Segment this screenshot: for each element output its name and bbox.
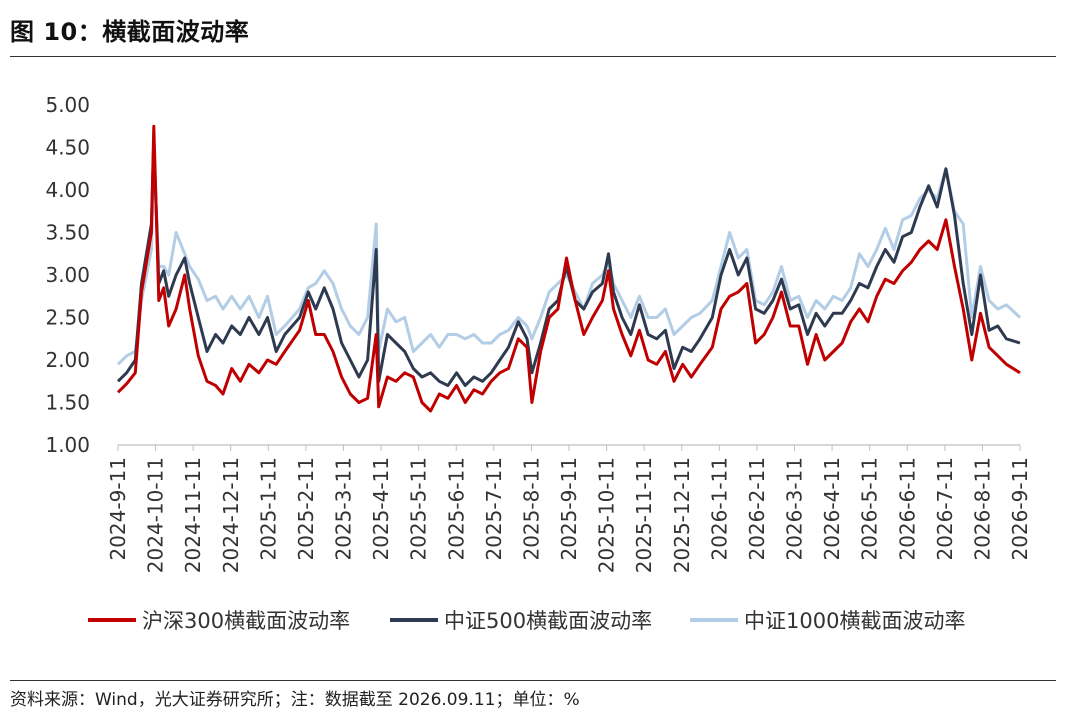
y-tick-label: 1.50: [45, 391, 90, 415]
x-tick-label: 2025-12-11: [670, 457, 694, 573]
x-tick-label: 2025-7-11: [482, 457, 506, 561]
y-tick-label: 2.50: [45, 306, 90, 330]
y-tick-label: 3.00: [45, 263, 90, 287]
x-tick-label: 2026-7-11: [933, 457, 957, 561]
series-line-0: [116, 124, 1021, 413]
x-tick-label: 2026-8-11: [970, 457, 994, 561]
series-line-1: [116, 137, 1021, 387]
figure-title: 图 10：横截面波动率: [10, 18, 250, 46]
y-tick-label: 4.00: [45, 178, 90, 202]
legend-label-2: 中证1000横截面波动率: [744, 609, 965, 633]
bottom-rule: [10, 680, 1056, 681]
x-tick-label: 2026-3-11: [783, 457, 807, 561]
x-tick-label: 2025-1-11: [256, 457, 280, 561]
y-tick-label: 3.50: [45, 221, 90, 245]
x-tick-label: 2025-9-11: [557, 457, 581, 561]
legend: 沪深300横截面波动率 中证500横截面波动率 中证1000横截面波动率: [88, 609, 965, 633]
y-tick-label: 5.00: [45, 93, 90, 117]
source-footnote: 资料来源：Wind，光大证券研究所；注：数据截至 2026.09.11；单位：%: [10, 690, 580, 710]
legend-label-1: 中证500横截面波动率: [444, 609, 652, 633]
line-chart: 1.00 1.50 2.00 2.50 3.00 3.50 4.00 4.50 5.00 202…: [45, 93, 1032, 633]
x-tick-label: 2025-8-11: [519, 457, 543, 561]
y-tick-label: 1.00: [45, 433, 90, 457]
x-tick-label: 2026-6-11: [895, 457, 919, 561]
x-axis-ticks: 2024-9-11 2024-10-11 2024-11-11 2024-12-11 2…: [106, 445, 1032, 573]
x-tick-label: 2025-3-11: [332, 457, 356, 561]
x-tick-label: 2024-9-11: [106, 457, 130, 561]
top-rule: [10, 56, 1056, 57]
x-tick-label: 2024-11-11: [181, 457, 205, 573]
x-tick-label: 2026-4-11: [820, 457, 844, 561]
series-lines: [116, 124, 1022, 413]
x-tick-label: 2025-11-11: [632, 457, 656, 573]
legend-label-0: 沪深300横截面波动率: [142, 609, 350, 633]
x-tick-label: 2024-10-11: [144, 457, 168, 573]
x-tick-label: 2025-10-11: [595, 457, 619, 573]
y-axis-ticks: 1.00 1.50 2.00 2.50 3.00 3.50 4.00 4.50 5.00: [45, 93, 90, 457]
x-tick-label: 2025-4-11: [369, 457, 393, 561]
x-tick-label: 2026-9-11: [1008, 457, 1032, 561]
x-tick-label: 2025-6-11: [444, 457, 468, 561]
x-tick-label: 2024-12-11: [219, 457, 243, 573]
series-line-2: [116, 154, 1022, 366]
y-tick-label: 2.00: [45, 348, 90, 372]
x-tick-label: 2026-1-11: [707, 457, 731, 561]
x-tick-label: 2025-5-11: [407, 457, 431, 561]
x-tick-label: 2025-2-11: [294, 457, 318, 561]
y-tick-label: 4.50: [45, 136, 90, 160]
x-tick-label: 2026-5-11: [858, 457, 882, 561]
x-tick-label: 2026-2-11: [745, 457, 769, 561]
